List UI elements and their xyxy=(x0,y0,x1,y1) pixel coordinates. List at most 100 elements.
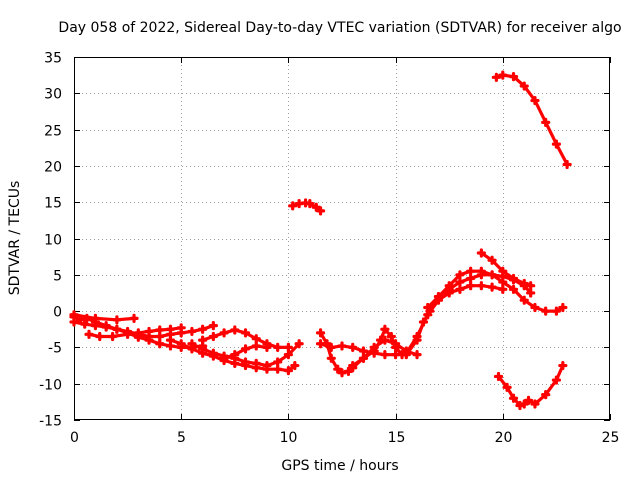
data-point xyxy=(455,284,465,294)
data-point xyxy=(519,278,529,289)
data-point xyxy=(290,360,300,371)
data-point xyxy=(240,357,251,367)
data-point xyxy=(466,273,476,284)
data-point xyxy=(208,331,218,342)
data-point xyxy=(144,326,154,337)
data-point xyxy=(530,399,540,409)
y-tick-label: -15 xyxy=(39,414,62,430)
y-tick-label: 35 xyxy=(44,51,62,67)
data-point xyxy=(519,399,529,409)
data-point xyxy=(283,366,293,376)
data-point xyxy=(493,371,504,382)
data-point xyxy=(551,375,561,385)
data-point xyxy=(476,270,486,280)
data-point xyxy=(251,341,261,351)
data-point xyxy=(198,344,208,354)
data-point xyxy=(466,266,476,276)
data-point xyxy=(315,328,326,338)
data-point xyxy=(487,282,497,292)
x-tick-label: 20 xyxy=(495,430,513,446)
data-point xyxy=(251,334,261,344)
data-point xyxy=(305,199,315,209)
data-point xyxy=(502,382,512,392)
data-point xyxy=(176,339,186,349)
y-tick-label: 10 xyxy=(44,233,62,249)
x-tick-label: 10 xyxy=(280,430,298,446)
y-tick-label: 5 xyxy=(53,269,62,285)
data-point xyxy=(519,81,529,91)
data-point xyxy=(526,281,536,291)
data-point xyxy=(208,348,218,358)
data-point xyxy=(107,331,118,342)
data-point xyxy=(519,295,529,305)
data-point xyxy=(133,328,143,338)
y-tick-label: 30 xyxy=(44,87,62,103)
data-point xyxy=(294,339,304,349)
data-point xyxy=(315,206,326,216)
y-tick-label: -5 xyxy=(48,341,62,357)
data-point xyxy=(219,328,229,338)
data-point xyxy=(386,331,396,342)
data-point xyxy=(155,339,165,349)
data-point xyxy=(498,284,508,294)
y-axis-label: SDTVAR / TECUs xyxy=(7,181,23,296)
data-point xyxy=(155,325,165,335)
data-point xyxy=(311,202,321,212)
data-point xyxy=(123,329,133,339)
series-line-track-17 xyxy=(496,364,565,408)
data-point xyxy=(523,395,534,405)
y-tick-label: -10 xyxy=(39,378,62,394)
data-point xyxy=(530,95,540,106)
y-tick-label: 15 xyxy=(44,196,62,212)
data-point xyxy=(541,306,551,316)
data-point xyxy=(380,350,390,360)
data-point xyxy=(101,322,111,332)
data-point xyxy=(391,342,401,352)
x-tick-label: 0 xyxy=(70,430,79,446)
data-point xyxy=(251,358,261,368)
plot-frame xyxy=(74,57,610,420)
data-point xyxy=(262,342,272,352)
data-point xyxy=(526,288,536,298)
data-point xyxy=(165,324,176,334)
x-axis-label: GPS time / hours xyxy=(281,458,398,474)
axis-ticks: 0 5 10 15 20 25 -15 -10 -5 0 5 10 15 20 25 30 35 xyxy=(39,51,619,447)
data-point xyxy=(541,117,551,127)
data-point xyxy=(80,319,90,329)
data-point xyxy=(322,339,332,349)
data-point xyxy=(455,277,465,287)
data-point xyxy=(476,281,486,291)
data-point xyxy=(129,313,139,323)
data-point xyxy=(219,353,229,363)
data-point xyxy=(240,344,251,354)
data-point xyxy=(165,335,176,345)
data-point xyxy=(423,302,433,313)
data-point xyxy=(508,393,519,403)
data-point xyxy=(551,306,561,316)
data-point xyxy=(273,364,283,374)
data-point xyxy=(466,281,476,291)
x-tick-label: 25 xyxy=(602,430,620,446)
data-point xyxy=(326,353,336,363)
data-point xyxy=(333,364,343,374)
data-point xyxy=(412,350,422,360)
data-point xyxy=(444,284,454,294)
data-point xyxy=(380,324,390,334)
data-point xyxy=(112,315,122,325)
x-tick-label: 5 xyxy=(177,430,186,446)
data-point xyxy=(412,335,422,345)
data-point xyxy=(508,284,519,294)
data-point xyxy=(530,302,540,313)
data-point xyxy=(283,342,293,352)
data-point xyxy=(176,323,186,333)
data-point xyxy=(273,357,283,367)
data-point xyxy=(498,70,508,80)
data-point xyxy=(401,350,411,360)
data-point xyxy=(487,270,497,280)
data-point xyxy=(95,331,105,342)
data-point xyxy=(288,201,298,211)
data-point xyxy=(240,328,251,338)
data-point xyxy=(551,139,561,149)
